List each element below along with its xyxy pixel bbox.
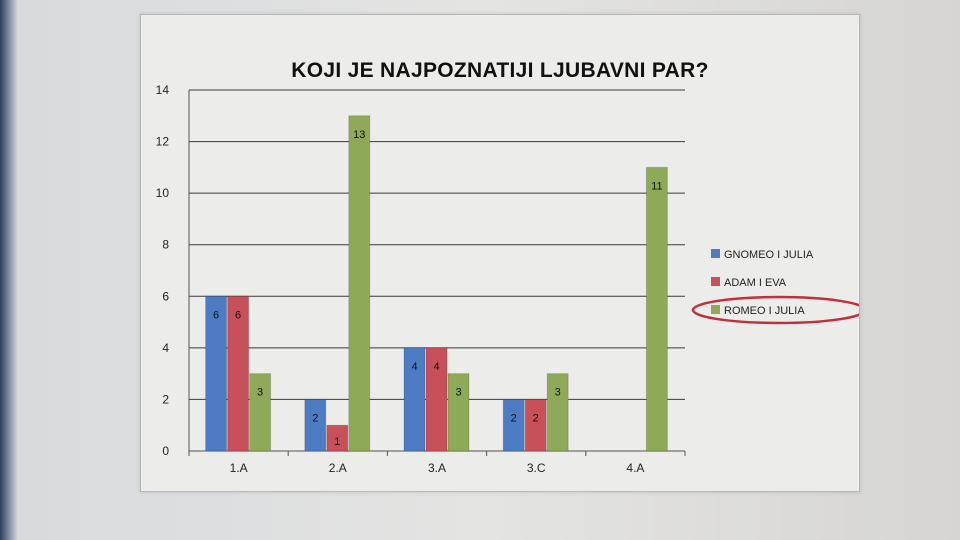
highlight-ellipse	[691, 295, 859, 325]
legend-swatch	[711, 249, 720, 258]
data-label: 11	[651, 180, 662, 192]
x-tick-label: 4.A	[626, 461, 644, 475]
x-tick-label: 3.A	[428, 461, 446, 475]
data-label: 3	[555, 387, 561, 399]
y-tick-label: 0	[162, 444, 169, 458]
data-label: 3	[455, 387, 461, 399]
legend-label: ADAM I EVA	[724, 277, 787, 289]
x-tick-label: 2.A	[329, 461, 347, 475]
y-tick-label: 12	[156, 135, 170, 149]
x-tick-label: 1.A	[230, 461, 248, 475]
data-label: 13	[353, 129, 365, 141]
legend-label: GNOMEO I JULIA	[724, 249, 814, 261]
y-tick-label: 2	[162, 392, 169, 406]
y-tick-label: 10	[156, 186, 170, 200]
chart-slide: KOJI JE NAJPOZNATIJI LJUBAVNI PAR? 0 2 4 6 8…	[140, 14, 860, 492]
data-label: 2	[511, 412, 517, 424]
data-label: 4	[433, 361, 439, 373]
bar	[524, 398, 547, 452]
legend-swatch	[711, 305, 720, 314]
x-tick-label: 3.C	[527, 461, 546, 475]
bar	[348, 115, 371, 452]
data-label: 4	[411, 361, 417, 373]
data-label: 6	[213, 309, 219, 321]
bar	[304, 398, 327, 452]
legend-swatch	[711, 277, 720, 286]
bar	[502, 398, 525, 452]
data-label: 1	[334, 436, 340, 448]
bar	[546, 373, 569, 452]
bar	[645, 166, 668, 452]
data-label: 3	[257, 387, 263, 399]
y-tick-label: 4	[162, 341, 169, 355]
bar	[227, 295, 250, 452]
legend-label: ROMEO I JULIA	[724, 305, 805, 317]
bar	[326, 424, 349, 452]
data-label: 6	[235, 309, 241, 321]
y-tick-label: 8	[162, 238, 169, 252]
bar	[249, 373, 272, 452]
bar-chart: 0 2 4 6 8 10 12 14 1.A 6 6 3 2.A 2 1 13 3.A 4 4 3 3.C 2 2 3 4.A 1…	[156, 83, 859, 475]
y-tick-label: 6	[162, 289, 169, 303]
bar	[205, 295, 228, 452]
chart-title: KOJI JE NAJPOZNATIJI LJUBAVNI PAR?	[291, 59, 709, 82]
bar	[425, 347, 448, 452]
bar	[447, 373, 470, 452]
bar	[403, 347, 426, 452]
data-label: 2	[533, 412, 539, 424]
data-label: 2	[312, 412, 318, 424]
y-tick-label: 14	[156, 83, 170, 97]
